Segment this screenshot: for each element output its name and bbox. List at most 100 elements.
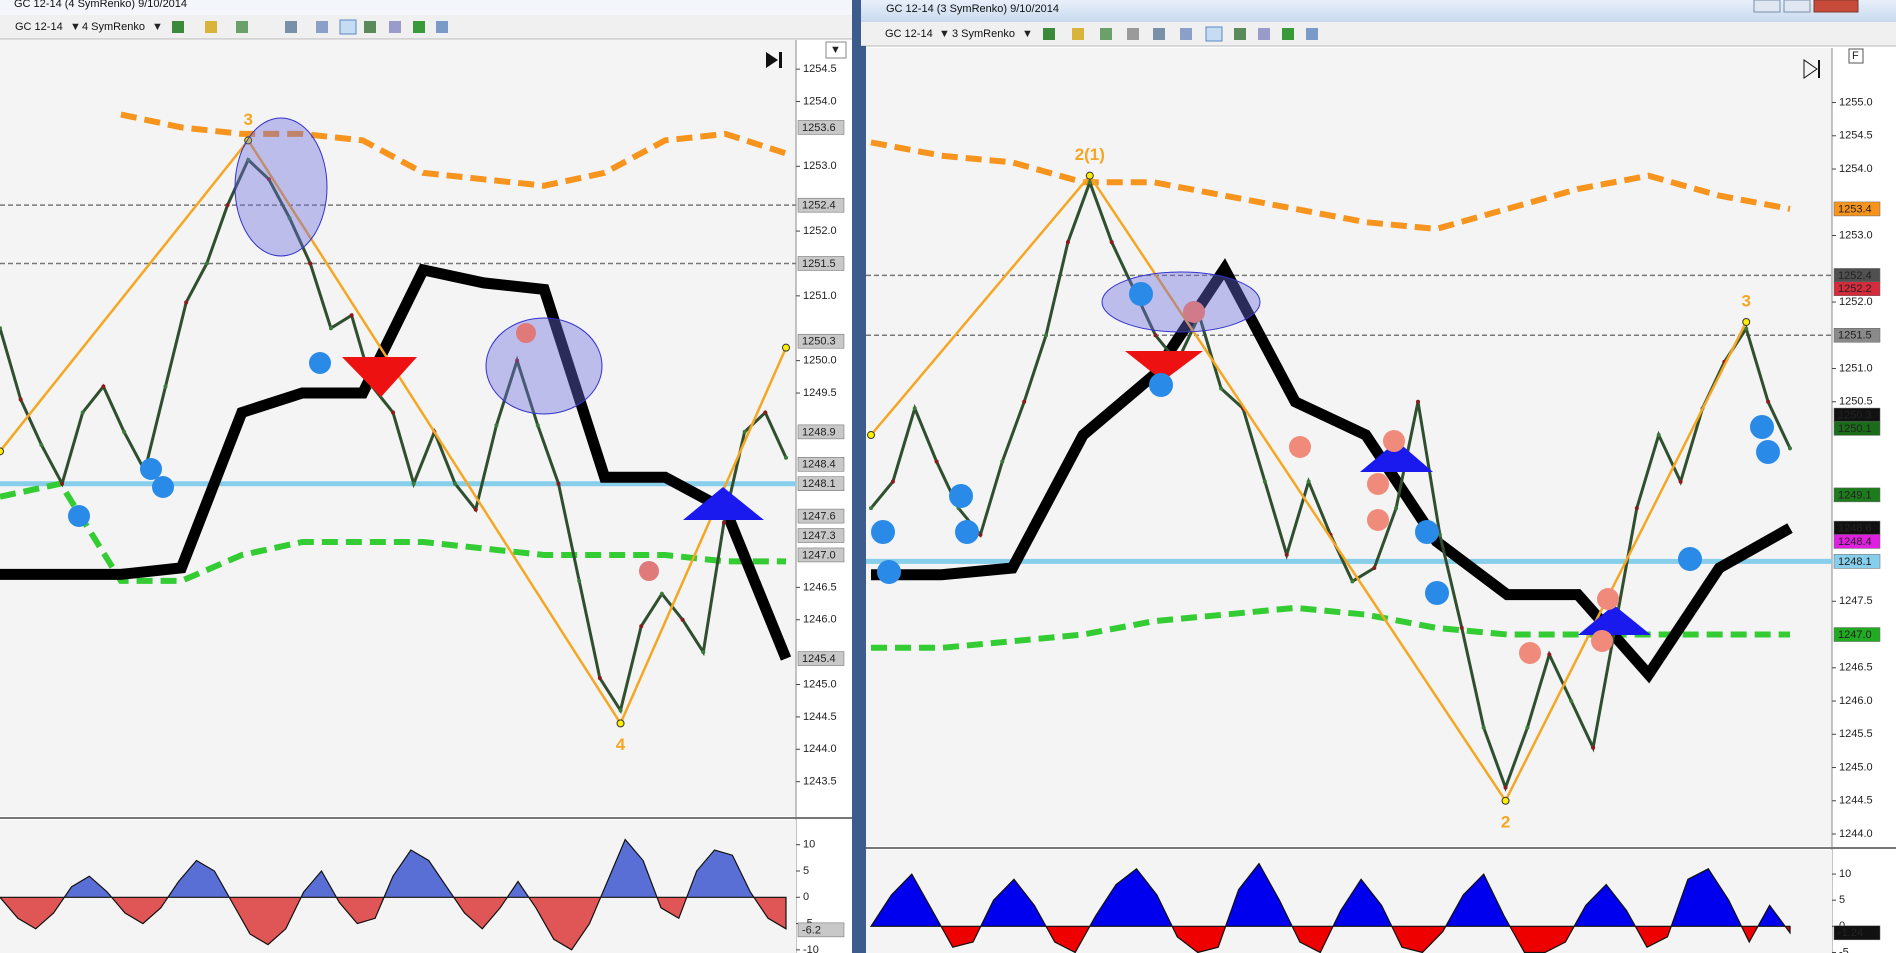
window-title: GC 12-14 (3 SymRenko) 9/10/2014 — [886, 3, 1059, 15]
y-tick-label: 1246.0 — [1839, 695, 1873, 707]
pivot-dot — [1085, 171, 1094, 180]
bar-close — [473, 507, 478, 512]
chart-controls[interactable]: ▼ F — [766, 41, 1864, 79]
bar-close — [680, 617, 685, 622]
y-tick-label: 1252.0 — [803, 225, 837, 237]
toolbar-icons[interactable] — [1043, 26, 1318, 42]
y-tick-label: 1246.5 — [803, 581, 837, 593]
price-tag — [797, 333, 845, 349]
price-tag-label: 1252.4 — [802, 200, 836, 212]
bar-close — [122, 429, 127, 434]
bar-close — [784, 455, 788, 460]
bar-close — [639, 624, 644, 629]
y-tick-label: -5 — [1839, 946, 1849, 953]
y-tick-label: 1245.0 — [1839, 761, 1873, 773]
toolbar — [861, 22, 1896, 46]
toolbar-icons[interactable] — [172, 19, 448, 35]
price-tag-label: 1247.0 — [1838, 629, 1872, 641]
bar-close — [1284, 552, 1289, 557]
bar-close — [1569, 699, 1574, 704]
signals — [68, 117, 764, 581]
price-tag — [797, 256, 845, 271]
bar-close — [1153, 333, 1158, 338]
instrument-selector[interactable]: GC 12-14 — [15, 21, 63, 33]
price-tag-label: 1248.6 — [1838, 523, 1872, 535]
price-tag — [797, 476, 845, 491]
chart-layer: 341254.51254.01253.01252.01251.01250.012… — [0, 63, 1881, 953]
bar-close — [1766, 399, 1771, 404]
price-tag — [1833, 281, 1881, 296]
price-tag — [1833, 925, 1881, 941]
price-tag-label: 1251.5 — [802, 258, 836, 270]
signals — [871, 271, 1780, 664]
bar-type-selector[interactable]: 3 SymRenko — [952, 28, 1015, 40]
bar-close — [1656, 433, 1661, 438]
title-bar — [861, 0, 1896, 22]
price-tag-label: 1247.3 — [802, 530, 836, 542]
bar-close — [494, 423, 499, 428]
bar-close — [1437, 532, 1442, 537]
y-tick-label: 0 — [803, 891, 809, 903]
price-axis-layer: 1254.5 1254.0 1253.0 1252.0 1251.0 1250.0 1249… — [796, 63, 845, 953]
price-tag-label: 1248.4 — [802, 459, 836, 471]
bar-close — [721, 520, 726, 525]
y-tick-label: 10 — [803, 839, 815, 851]
bar-close — [184, 300, 189, 305]
bar-close — [763, 410, 768, 415]
y-tick-label: 1254.5 — [803, 63, 837, 75]
svg-text:▼: ▼ — [830, 44, 841, 56]
price-tag — [1833, 201, 1881, 217]
dropdown-arrow[interactable]: ▼ — [1022, 28, 1033, 40]
bar-close — [1634, 506, 1639, 511]
price-tag-label: 1248.1 — [802, 478, 836, 490]
y-tick-label: 1254.5 — [1839, 130, 1873, 142]
pivot-dot — [1501, 796, 1510, 805]
window-buttons[interactable] — [1753, 0, 1859, 13]
bar-close — [597, 676, 602, 681]
dropdown-arrow[interactable]: ▼ — [70, 21, 81, 33]
y-tick-label: 1253.0 — [1839, 229, 1873, 241]
bar-close — [1547, 652, 1552, 657]
price-axis — [796, 40, 852, 953]
bar-close — [266, 177, 271, 182]
price-tag-label: 1252.2 — [1838, 283, 1872, 295]
bar-close — [225, 203, 230, 208]
price-tag — [797, 651, 845, 666]
y-tick-label: 1244.0 — [1839, 828, 1873, 840]
pivot-dot — [0, 447, 4, 456]
y-tick-label: 1250.5 — [1839, 396, 1873, 408]
y-tick-label: 1254.0 — [803, 95, 837, 107]
price-axis-layer: 1255.0 1254.5 1254.0 1253.0 1252.0 1251.0 1250… — [1832, 96, 1881, 953]
price-tag-label: -6.2 — [802, 924, 821, 936]
dropdown-arrow[interactable]: ▼ — [939, 28, 950, 40]
bar-close — [39, 442, 44, 447]
y-tick-label: 1243.5 — [803, 776, 837, 788]
price-tag-label: 1251.5 — [1838, 330, 1872, 342]
pivot-label: 4 — [616, 735, 626, 754]
y-tick-label: 10 — [1839, 868, 1851, 880]
price-tag — [797, 528, 845, 543]
bar-close — [163, 384, 168, 389]
pivot-label: 2 — [1501, 812, 1510, 831]
bar-close — [411, 481, 416, 486]
y-tick-label: 1244.5 — [803, 711, 837, 723]
bar-close — [1087, 180, 1092, 185]
bar-close — [1744, 326, 1749, 331]
y-tick-label: 1254.0 — [1839, 163, 1873, 175]
oscillator-area — [0, 838, 787, 951]
bar-close — [349, 313, 354, 318]
price-tag-label: 1248.1 — [1838, 556, 1872, 568]
instrument-selector[interactable]: GC 12-14 — [885, 28, 933, 40]
bar-type-selector[interactable]: 4 SymRenko — [82, 21, 145, 33]
bar-close — [556, 481, 561, 486]
bar-close — [934, 459, 939, 464]
price-tag — [797, 424, 845, 440]
price-tag-label: 1248.9 — [802, 426, 836, 438]
bar-close — [1416, 399, 1421, 404]
bar-close — [618, 708, 623, 713]
pivot-dot — [867, 431, 875, 440]
dropdown-arrow[interactable]: ▼ — [152, 21, 163, 33]
price-tag-label: 1253.4 — [1838, 203, 1872, 215]
oscillator-layer — [869, 862, 1791, 953]
y-tick-label: 1252.0 — [1839, 296, 1873, 308]
